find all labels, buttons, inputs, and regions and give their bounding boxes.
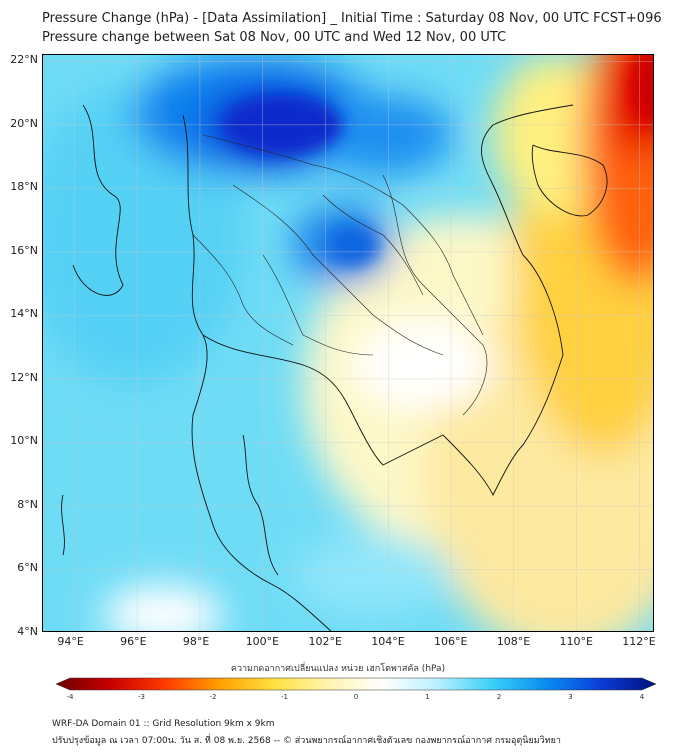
graticule bbox=[43, 55, 653, 631]
colorbar-tick-label: 2 bbox=[496, 693, 502, 701]
footer-domain-info: WRF-DA Domain 01 :: Grid Resolution 9km … bbox=[52, 719, 275, 729]
lon-tick-label: 106°E bbox=[434, 635, 468, 648]
country-borders bbox=[192, 134, 488, 416]
colorbar-tick-label: 1 bbox=[425, 693, 430, 701]
lon-tick-label: 112°E bbox=[622, 635, 656, 648]
lat-tick-label: 16°N bbox=[10, 243, 38, 257]
colorbar-tick-label: 0 bbox=[353, 693, 359, 701]
colorbar-tick-label: 4 bbox=[639, 693, 645, 701]
lon-tick-label: 100°E bbox=[245, 635, 280, 648]
coastlines bbox=[61, 104, 608, 631]
lat-tick-label: 20°N bbox=[10, 116, 38, 130]
map-subtitle: Pressure change between Sat 08 Nov, 00 U… bbox=[42, 30, 507, 45]
lon-tick-label: 96°E bbox=[120, 635, 147, 648]
lon-tick-label: 110°E bbox=[559, 635, 593, 648]
lon-tick-label: 108°E bbox=[496, 635, 531, 648]
lat-tick-label: 4°N bbox=[17, 625, 38, 638]
lat-tick-label: 6°N bbox=[17, 561, 38, 575]
colorbar-tick-label: -2 bbox=[209, 693, 217, 701]
lon-tick-label: 102°E bbox=[308, 635, 342, 648]
lat-tick-label: 10°N bbox=[10, 434, 38, 448]
colorbar-tick-label: -1 bbox=[281, 693, 288, 701]
colorbar-tick-label: 3 bbox=[568, 693, 573, 701]
map-title: Pressure Change (hPa) - [Data Assimilati… bbox=[42, 11, 662, 26]
colorbar-tick-label: -3 bbox=[138, 693, 145, 701]
lat-tick-label: 14°N bbox=[10, 307, 38, 321]
colorbar-label: ความกดอากาศเปลี่ยนแปลง หน่วย เฮกโตพาสคัล… bbox=[230, 664, 446, 674]
lat-tick-label: 8°N bbox=[17, 497, 38, 511]
colorbar-bar bbox=[55, 677, 657, 691]
pressure-change-map bbox=[42, 54, 654, 632]
colorbar bbox=[55, 677, 657, 691]
lat-tick-label: 22°N bbox=[10, 53, 38, 67]
lat-tick-label: 18°N bbox=[10, 180, 38, 194]
colorbar-tick-label: -4 bbox=[66, 693, 74, 701]
footer-update-info: ปรับปรุงข้อมูล ณ เวลา 07:00น. วัน ส. ที่… bbox=[52, 736, 561, 746]
lon-tick-label: 94°E bbox=[57, 635, 84, 648]
lon-tick-label: 98°E bbox=[182, 635, 210, 648]
lon-tick-label: 104°E bbox=[371, 635, 405, 648]
lat-tick-label: 12°N bbox=[10, 370, 38, 384]
